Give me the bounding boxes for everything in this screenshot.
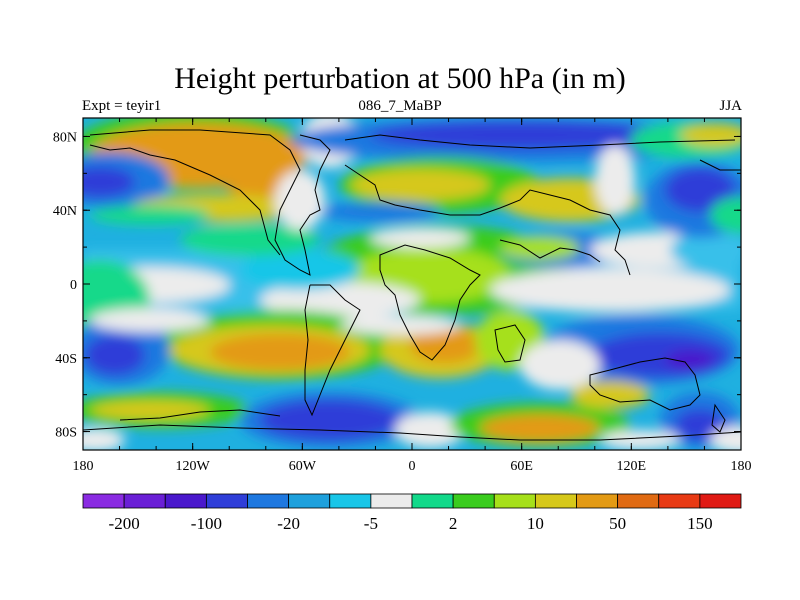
field-region — [665, 168, 735, 212]
x-tick-label: 0 — [409, 459, 416, 474]
field-region — [340, 315, 460, 335]
colorbar-swatch — [247, 493, 290, 509]
colorbar-labels: -200 -100 -20 -5 2 10 50 150 — [109, 514, 713, 533]
y-tick-label: 80S — [55, 426, 77, 441]
colorbar-swatch — [658, 493, 701, 509]
field-region — [260, 400, 400, 440]
colorbar-swatch — [411, 493, 454, 509]
field-region — [260, 282, 420, 318]
field-region — [370, 121, 670, 149]
colorbar-label: 50 — [609, 514, 626, 533]
colorbar-label: 150 — [687, 514, 713, 533]
colorbar-swatch — [288, 493, 331, 509]
field-region — [600, 430, 680, 450]
x-tick-label: 120W — [176, 459, 211, 474]
map-title: Height perturbation at 500 hPa (in m) — [174, 62, 626, 95]
field-region — [350, 169, 490, 201]
field-region — [90, 308, 210, 332]
height-field — [83, 118, 741, 450]
period-label: 086_7_MaBP — [358, 98, 442, 114]
coastlines — [83, 129, 741, 441]
y-tick-label: 80N — [53, 130, 77, 145]
field-region — [665, 350, 715, 370]
colorbar-label: 2 — [449, 514, 458, 533]
field-region — [320, 202, 440, 222]
x-tick-label: 120E — [617, 459, 647, 474]
y-axis: 80N 40N 0 40S 80S — [53, 130, 77, 440]
colorbar-swatch — [329, 493, 372, 509]
field-region — [85, 335, 145, 375]
field-region — [520, 340, 600, 390]
y-tick-label: 40N — [53, 204, 77, 219]
colorbar-swatch — [123, 493, 166, 509]
colorbar-swatch — [452, 493, 495, 509]
field-region — [670, 232, 741, 268]
colorbar-swatch — [164, 493, 207, 509]
colorbar-swatch — [370, 493, 413, 509]
x-tick-label: 60E — [510, 459, 533, 474]
field-region — [370, 228, 470, 248]
y-tick-label: 40S — [55, 352, 77, 367]
field-region — [180, 224, 320, 256]
x-tick-label: 60W — [289, 459, 317, 474]
colorbar — [82, 493, 742, 509]
colorbar-swatch — [534, 493, 577, 509]
colorbar-label: -100 — [191, 514, 222, 533]
field-region — [680, 123, 741, 147]
colorbar-label: -20 — [277, 514, 300, 533]
x-tick-label: 180 — [731, 459, 752, 474]
field-region — [83, 167, 135, 197]
colorbar-swatch — [576, 493, 619, 509]
field-region — [90, 400, 210, 420]
y-tick-label: 0 — [70, 278, 77, 293]
colorbar-swatch — [699, 493, 742, 509]
colorbar-label: -200 — [109, 514, 140, 533]
field-region — [210, 334, 350, 370]
field-region — [90, 205, 210, 225]
field-region — [595, 145, 635, 215]
field-region — [275, 170, 325, 230]
field-region — [710, 426, 741, 450]
colorbar-swatch — [617, 493, 660, 509]
colorbar-swatch — [82, 493, 125, 509]
x-tick-label: 180 — [73, 459, 94, 474]
colorbar-swatch — [493, 493, 536, 509]
field-region — [480, 414, 600, 442]
colorbar-label: -5 — [364, 514, 378, 533]
x-axis: 180 120W 60W 0 60E 120E 180 — [73, 459, 752, 474]
experiment-label: Expt = teyir1 — [82, 98, 162, 114]
field-region — [395, 412, 465, 448]
axis-ticks — [82, 118, 742, 450]
field-region — [675, 409, 725, 441]
field-region — [570, 381, 650, 409]
colorbar-swatch — [205, 493, 248, 509]
field-region — [490, 268, 730, 312]
field-region — [83, 428, 125, 450]
colorbar-label: 10 — [527, 514, 544, 533]
field-region — [500, 236, 580, 260]
season-label: JJA — [719, 98, 742, 114]
field-region — [710, 197, 741, 233]
